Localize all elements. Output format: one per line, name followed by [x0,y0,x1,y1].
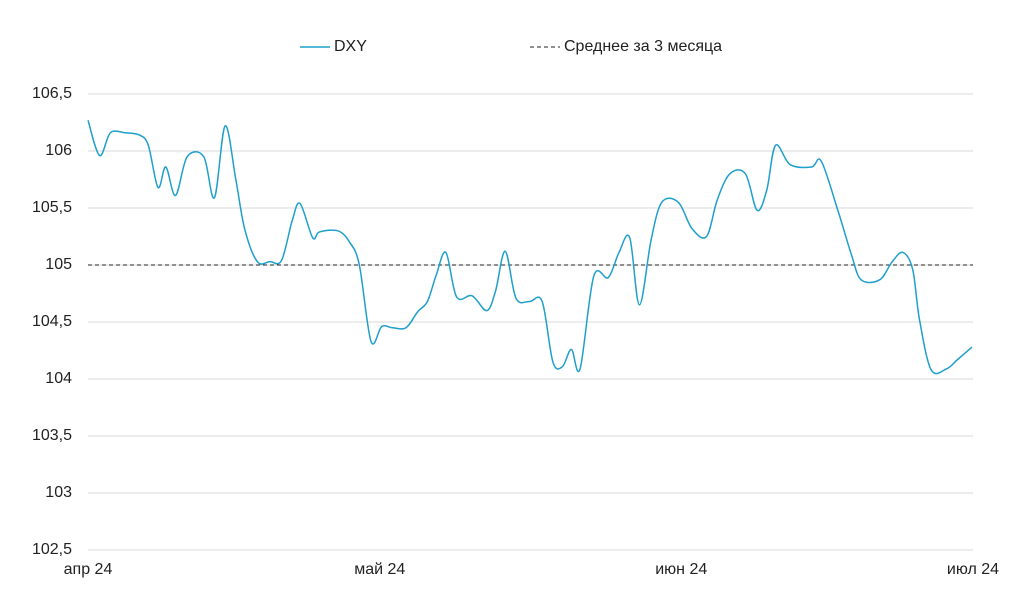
y-tick-label: 102,5 [32,541,72,558]
y-tick-label: 106 [45,142,72,159]
data-line [87,119,973,375]
y-tick-label: 104 [45,370,72,387]
y-tick-label: 105,5 [32,199,72,216]
x-tick-label: апр 24 [64,561,113,578]
y-tick-label: 106,5 [32,85,72,102]
y-tick-label: 105 [45,256,72,273]
x-tick-label: июл 24 [947,561,999,578]
x-tick-label: май 24 [354,561,405,578]
x-tick-label: июн 24 [655,561,707,578]
legend-label: DXY [334,38,367,55]
y-tick-label: 103,5 [32,427,72,444]
y-tick-label: 104,5 [32,313,72,330]
legend-label: Среднее за 3 месяца [564,38,722,55]
y-tick-label: 103 [45,484,72,501]
